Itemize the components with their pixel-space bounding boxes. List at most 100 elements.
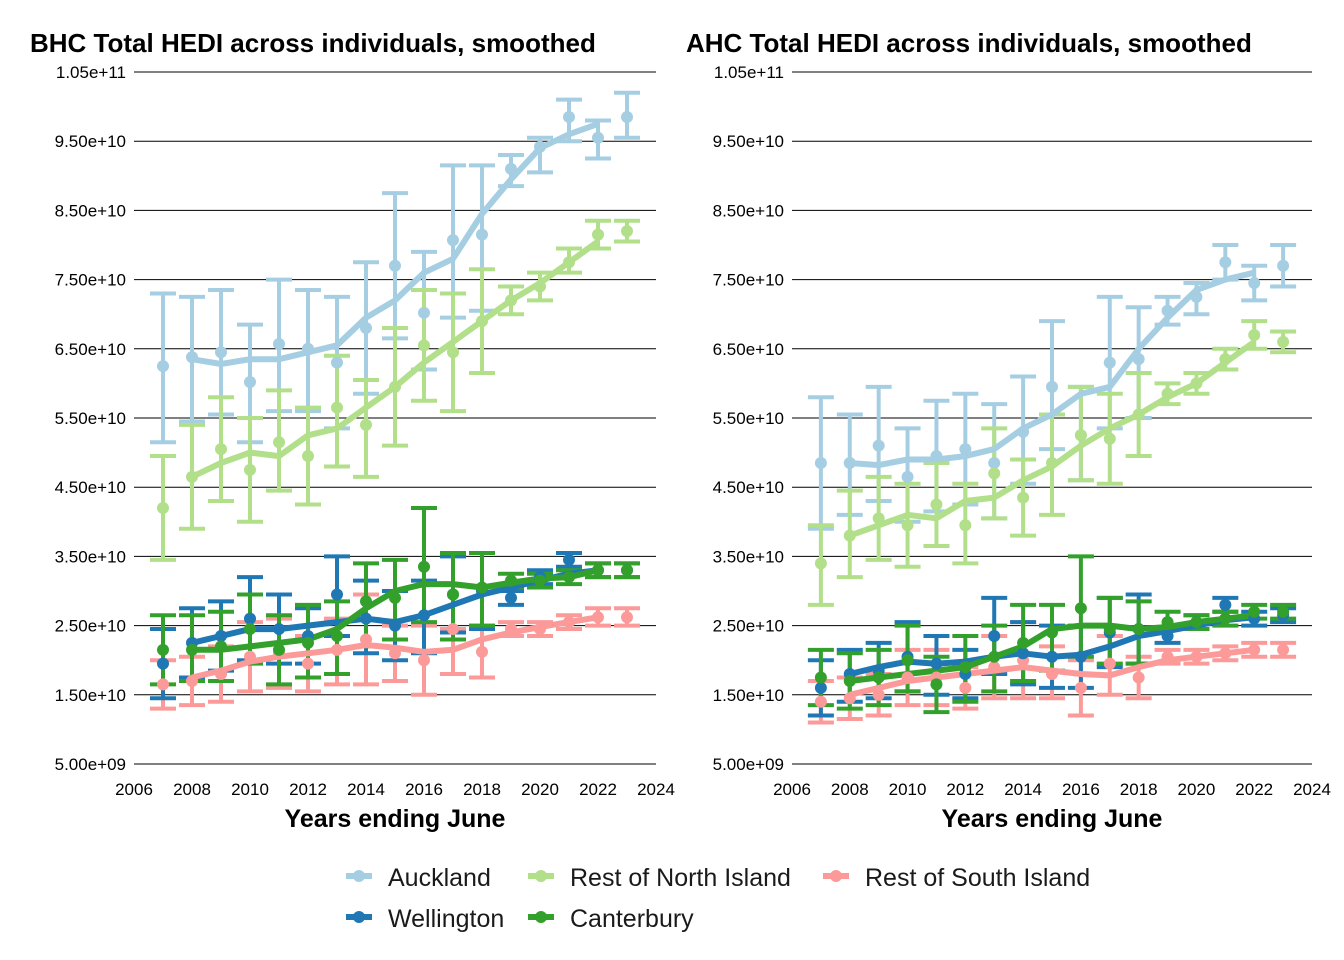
- data-point: [273, 643, 285, 656]
- data-point: [244, 376, 256, 389]
- ahc-x-tick-label: 2010: [889, 780, 927, 799]
- data-point: [959, 661, 972, 674]
- legend-key-point: [353, 870, 365, 882]
- ahc-y-tick-label: 2.50e+10: [713, 617, 784, 636]
- data-point: [215, 629, 227, 642]
- data-point: [1132, 353, 1145, 366]
- data-point: [1219, 598, 1232, 611]
- ahc-y-tick-label: 5.50e+10: [713, 409, 784, 428]
- data-point: [1017, 636, 1030, 649]
- bhc-x-axis-title: Years ending June: [285, 805, 506, 833]
- ahc-series-auckland-line: [849, 269, 1255, 469]
- data-point: [302, 636, 314, 649]
- data-point: [1046, 668, 1058, 681]
- data-point: [447, 346, 459, 359]
- bhc-y-tick-label: 5.50e+10: [55, 409, 126, 428]
- data-point: [988, 467, 1001, 480]
- data-point: [215, 346, 227, 359]
- data-point: [1017, 425, 1030, 438]
- data-point: [418, 339, 430, 352]
- ahc-y-tick-label: 5.00e+09: [713, 755, 784, 774]
- data-point: [1017, 647, 1030, 660]
- data-point: [592, 611, 604, 624]
- bhc-x-tick-label: 2012: [289, 780, 327, 799]
- bhc-series-rest-of-north-island-points: [157, 225, 633, 514]
- data-point: [563, 553, 575, 566]
- data-point: [814, 557, 827, 570]
- data-point: [1161, 304, 1174, 317]
- data-point: [389, 591, 401, 604]
- data-point: [621, 611, 633, 624]
- data-point: [563, 256, 575, 269]
- data-point: [389, 619, 401, 632]
- data-point: [1161, 650, 1174, 663]
- legend-label: Wellington: [388, 905, 504, 933]
- data-point: [1248, 605, 1261, 618]
- data-point: [563, 571, 575, 584]
- ahc-x-tick-label: 2012: [946, 780, 984, 799]
- data-point: [157, 360, 169, 373]
- data-point: [215, 443, 227, 456]
- data-point: [505, 591, 517, 604]
- bhc-y-tick-label: 9.50e+10: [55, 132, 126, 151]
- data-point: [215, 640, 227, 653]
- data-point: [930, 450, 943, 463]
- bhc-x-tick-label: 2006: [115, 780, 153, 799]
- ahc-x-tick-label: 2016: [1062, 780, 1100, 799]
- data-point: [418, 306, 430, 319]
- data-point: [1219, 612, 1232, 625]
- data-point: [621, 110, 633, 123]
- data-point: [1190, 650, 1203, 663]
- data-point: [331, 629, 343, 642]
- data-point: [360, 612, 372, 625]
- bhc-y-tick-label: 5.00e+09: [55, 755, 126, 774]
- data-point: [1248, 643, 1261, 656]
- ahc-y-tick-label: 1.50e+10: [713, 686, 784, 705]
- data-point: [563, 110, 575, 123]
- data-point: [244, 612, 256, 625]
- ahc-x-axis-title: Years ending June: [942, 805, 1163, 833]
- data-point: [157, 643, 169, 656]
- bhc-y-tick-label: 4.50e+10: [55, 478, 126, 497]
- data-point: [814, 681, 827, 694]
- data-point: [1277, 259, 1290, 272]
- ahc-chart-title: AHC Total HEDI across individuals, smoot…: [686, 28, 1252, 58]
- data-point: [360, 633, 372, 646]
- data-point: [1074, 429, 1087, 442]
- ahc-chart-panel: AHC Total HEDI across individuals, smoot…: [686, 28, 1331, 833]
- data-point: [244, 650, 256, 663]
- ahc-x-tick-label: 2008: [831, 780, 869, 799]
- data-point: [1248, 277, 1261, 290]
- data-point: [1046, 456, 1058, 469]
- data-point: [273, 436, 285, 449]
- data-point: [360, 322, 372, 335]
- data-point: [273, 337, 285, 350]
- data-point: [389, 259, 401, 272]
- data-point: [988, 629, 1001, 642]
- data-point: [621, 225, 633, 238]
- data-point: [418, 654, 430, 667]
- bhc-x-tick-label: 2014: [347, 780, 385, 799]
- data-point: [505, 294, 517, 307]
- bhc-x-tick-label: 2018: [463, 780, 501, 799]
- data-point: [1103, 623, 1116, 636]
- data-point: [534, 140, 546, 153]
- data-point: [244, 623, 256, 636]
- data-point: [843, 674, 856, 687]
- data-point: [157, 501, 169, 514]
- data-point: [302, 450, 314, 463]
- data-point: [930, 498, 943, 511]
- data-point: [901, 671, 914, 684]
- data-point: [505, 162, 517, 175]
- ahc-series-rest-of-south-island-points: [814, 643, 1290, 708]
- data-point: [959, 519, 972, 532]
- data-point: [157, 657, 169, 670]
- bhc-series-auckland-line: [191, 121, 600, 367]
- data-point: [1277, 335, 1290, 348]
- bhc-series-rest-of-south-island-points: [157, 611, 633, 691]
- legend-item-wellington: Wellington: [346, 905, 504, 933]
- data-point: [389, 647, 401, 660]
- ahc-y-tick-label: 6.50e+10: [713, 340, 784, 359]
- bhc-y-tick-label: 1.50e+10: [55, 686, 126, 705]
- bhc-series-canterbury-points: [157, 560, 633, 656]
